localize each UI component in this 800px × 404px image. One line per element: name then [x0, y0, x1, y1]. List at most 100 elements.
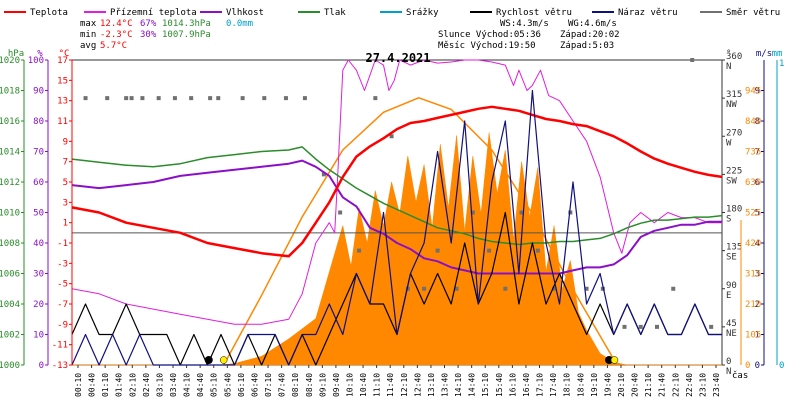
x-tick-label: 09:10	[318, 373, 327, 397]
direction-axis-title: °	[726, 49, 731, 59]
wind-direction-point	[435, 248, 440, 253]
wind-direction-point	[655, 324, 659, 329]
stat-max-rain: 0.0mm	[226, 19, 253, 29]
chart-title: 27.4.2021	[365, 51, 430, 65]
humidity-tick-label: 20	[33, 300, 44, 310]
x-tick-label: 07:10	[264, 373, 273, 397]
wind-direction-point	[584, 286, 589, 291]
pressure-tick-label: 1010	[0, 209, 20, 219]
temperature-tick-label: 7	[63, 158, 68, 168]
wind-speed-tick-label: 9	[755, 87, 760, 97]
x-tick-label: 20:10	[617, 373, 626, 397]
humidity-axis-title: %	[37, 49, 43, 59]
legend-label-rosny: Přízemní teplota	[110, 8, 197, 18]
wind-direction-point	[454, 286, 459, 291]
x-tick-label: 04:40	[196, 373, 205, 397]
x-tick-label: 13:40	[441, 373, 450, 397]
x-tick-label: 22:10	[671, 373, 680, 397]
x-tick-label: 05:10	[210, 373, 219, 397]
x-tick-label: 19:10	[590, 373, 599, 397]
wind-direction-point	[671, 286, 676, 291]
pressure-axis-title: hPa	[8, 49, 24, 59]
direction-tick-value: 90	[726, 281, 737, 291]
x-tick-label: 13:10	[427, 373, 436, 397]
stat-max-label: max	[80, 19, 97, 29]
direction-tick-value: 315	[726, 90, 742, 100]
wind-direction-point	[622, 324, 627, 329]
temperature-tick-label: 13	[57, 97, 68, 107]
x-tick-label: 03:40	[169, 373, 178, 397]
humidity-tick-label: 70	[33, 148, 44, 158]
x-tick-label: 08:10	[291, 373, 300, 397]
x-tick-label: 18:40	[576, 373, 585, 397]
humidity-tick-label: 10	[33, 331, 44, 341]
wind-direction-point	[405, 286, 410, 291]
pressure-tick-label: 1006	[0, 270, 20, 280]
wind-direction-point	[262, 96, 267, 101]
x-tick-label: 21:40	[658, 373, 667, 397]
temperature-tick-label: 15	[57, 76, 68, 86]
wind-direction-point	[321, 172, 326, 177]
legend-label-rychlost: Rychlost větru	[496, 8, 572, 18]
wind-direction-point	[124, 96, 129, 101]
legend-label-tlak: Tlak	[324, 8, 346, 18]
x-tick-label: 12:10	[400, 373, 409, 397]
moonset-marker	[204, 356, 213, 364]
x-tick-label: 23:10	[698, 373, 707, 397]
info-moon-set: Západ:5:03	[560, 41, 614, 51]
x-tick-label: 11:40	[386, 373, 395, 397]
stat-min-temp: -2.3°C	[100, 30, 133, 40]
pressure-tick-label: 1000	[0, 361, 20, 371]
direction-tick-dir: W	[726, 138, 732, 148]
pressure-tick-label: 1012	[0, 178, 20, 188]
humidity-tick-label: 50	[33, 209, 44, 219]
wind-direction-point	[535, 248, 540, 253]
x-tick-label: 06:10	[237, 373, 246, 397]
x-tick-label: 18:10	[563, 373, 572, 397]
wind-direction-point	[487, 248, 492, 253]
x-tick-label: 06:40	[250, 373, 259, 397]
naraz-series-line	[71, 89, 722, 366]
x-tick-label: 03:10	[155, 373, 164, 397]
wind-direction-point	[208, 96, 213, 101]
radiation-area	[72, 132, 722, 366]
radiation-tick-label: 840	[745, 117, 761, 127]
stat-avg-label: avg	[80, 41, 96, 51]
direction-tick-dir: NW	[726, 100, 737, 110]
stat-avg-temp: 5.7°C	[100, 41, 127, 51]
wind-direction-point	[552, 286, 557, 291]
rain-axis-title: mm	[772, 49, 783, 59]
legend-label-teplota: Teplota	[30, 8, 68, 18]
x-tick-label: 23:40	[712, 373, 721, 397]
x-tick-label: 14:10	[454, 373, 463, 397]
direction-tick-dir: S	[726, 215, 731, 225]
x-tick-label: 15:40	[495, 373, 504, 397]
info-moon: Měsíc Východ:19:50	[438, 41, 536, 51]
stat-max-humidity: 67%	[140, 19, 157, 29]
wind-direction-point	[302, 96, 307, 101]
x-tick-label: 02:10	[128, 373, 137, 397]
wind-direction-point	[503, 286, 508, 291]
radiation-tick-label: 105	[745, 331, 761, 341]
x-tick-label: 07:40	[278, 373, 287, 397]
wind-direction-point	[389, 134, 394, 139]
x-tick-label: 20:40	[631, 373, 640, 397]
info-sun: Slunce Východ:05:36	[438, 30, 541, 40]
stat-max-temp: 12.4°C	[100, 19, 133, 29]
tlak-series-line	[71, 146, 723, 246]
wind-direction-point	[690, 58, 695, 62]
wind-speed-axis-title: m/s	[756, 49, 772, 59]
pressure-tick-label: 1004	[0, 300, 20, 310]
rain-tick-label: 0	[779, 361, 784, 371]
info-wind-gust: WG:4.6m/s	[568, 19, 617, 29]
pressure-tick-label: 1016	[0, 117, 20, 127]
x-tick-label: 14:40	[468, 373, 477, 397]
temperature-tick-label: 11	[57, 117, 68, 127]
temperature-tick-label: -13	[52, 361, 68, 371]
wind-direction-point	[519, 210, 524, 215]
x-tick-label: 00:10	[74, 373, 83, 397]
temperature-tick-label: 1	[63, 219, 68, 229]
x-tick-label: 08:40	[305, 373, 314, 397]
radiation-tick-label: 0	[745, 361, 750, 371]
